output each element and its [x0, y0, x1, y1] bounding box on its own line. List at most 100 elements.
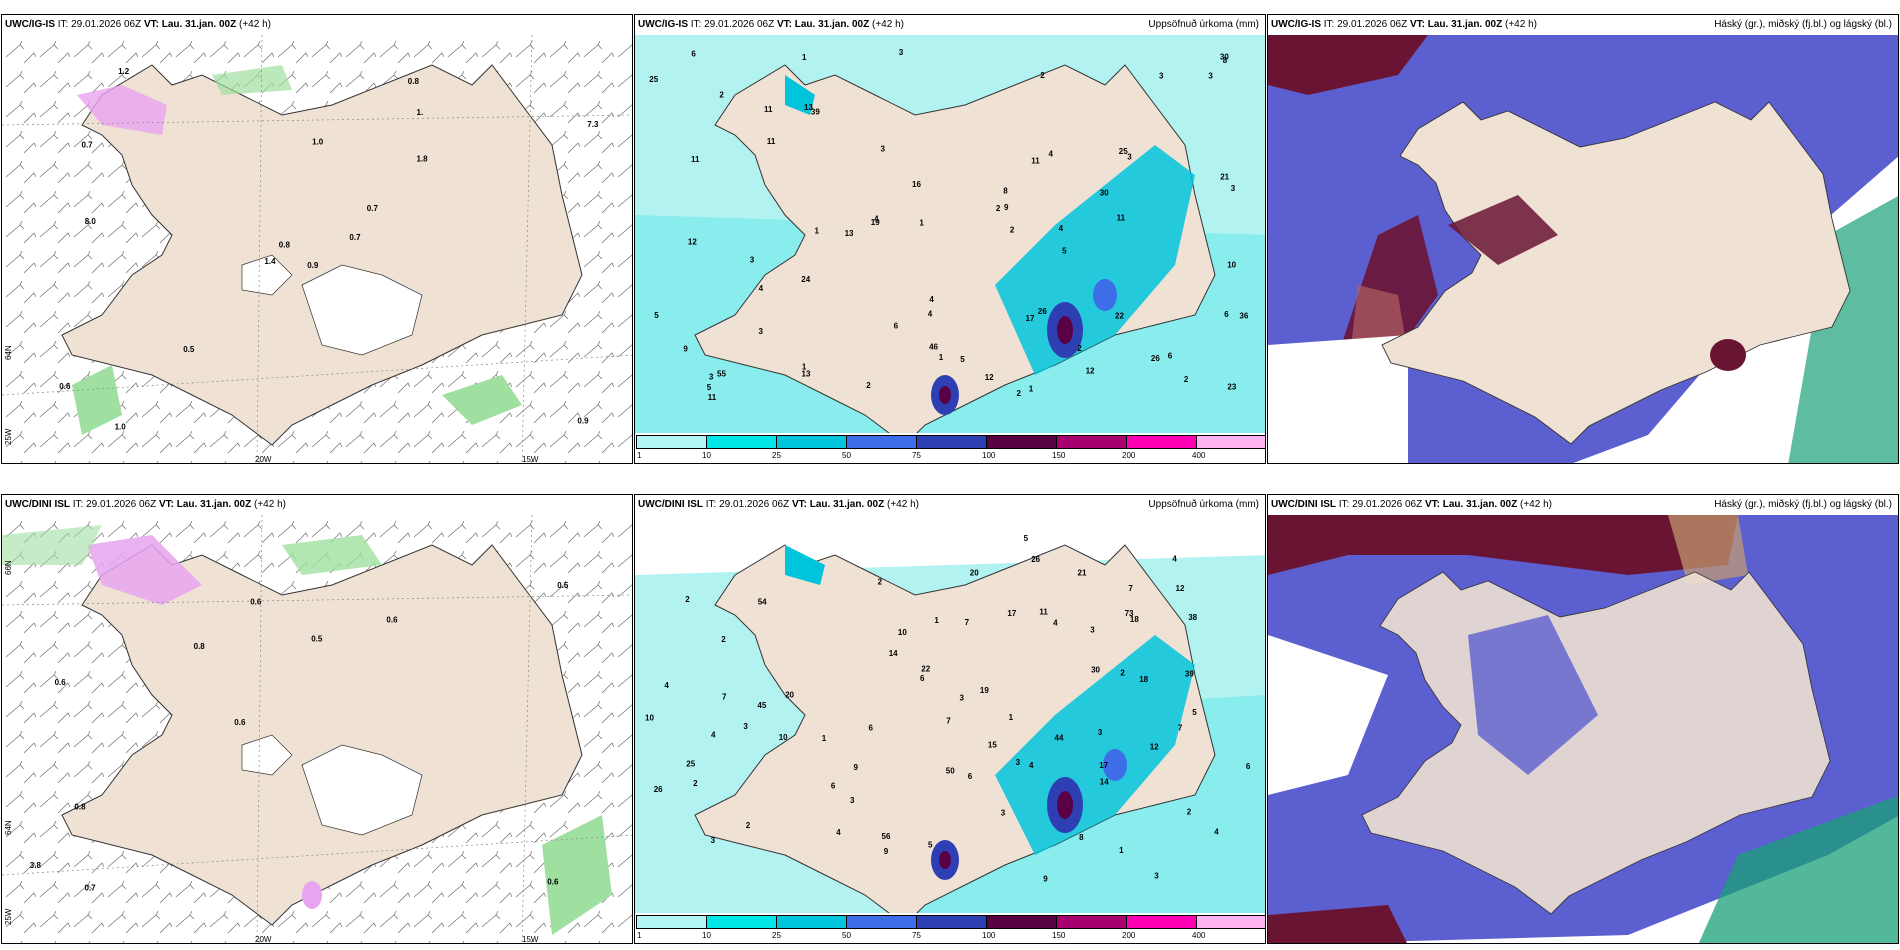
map-value-label: 2 [721, 635, 726, 644]
colorbar-tick: 200 [1122, 451, 1136, 460]
colorbar-swatch [846, 435, 917, 449]
map-value-label: 21 [1220, 172, 1229, 181]
map-value-label: 1 [934, 616, 939, 625]
map-value-label: 16 [912, 180, 921, 189]
map-value-label: 0.5 [311, 635, 323, 644]
panel-variable-label: Háský (gr.), miðský (fj.bl.) og lágský (… [1714, 499, 1892, 510]
map-value-label: 2 [1040, 71, 1045, 80]
map-value-label: 56 [882, 832, 891, 841]
map-value-label: 25 [1119, 147, 1128, 156]
map-value-label: 3 [1001, 808, 1006, 817]
axis-label-64n: 64N [4, 820, 13, 835]
map-value-label: 8.0 [85, 217, 97, 226]
colorbar-tick: 50 [842, 451, 851, 460]
map-value-label: 9 [884, 847, 889, 856]
map-value-label: 2 [1077, 344, 1082, 353]
colorbar-tick: 150 [1052, 931, 1066, 940]
map-value-label: 0.8 [74, 803, 86, 812]
panel-variable-label: Uppsöfnuð úrkoma (mm) [1148, 19, 1259, 30]
map-value-label: 0.8 [408, 77, 420, 86]
map-value-label: 7 [722, 692, 727, 701]
map-value-label: 11 [1039, 608, 1048, 617]
map-value-label: 54 [758, 597, 767, 606]
map-value-label: 4 [1049, 149, 1054, 158]
map-value-label: 12 [1150, 743, 1159, 752]
map-value-label: 20 [970, 568, 979, 577]
map-value-label: 9 [854, 763, 859, 772]
map-value-label: 2 [866, 381, 871, 390]
map-value-label: 36 [1239, 311, 1248, 320]
map-value-label: 22 [921, 664, 930, 673]
map-value-label: 13 [845, 229, 854, 238]
map-value-label: 0.6 [234, 718, 246, 727]
map-value-label: 44 [1055, 733, 1064, 742]
map-value-label: 12 [688, 237, 697, 246]
cloud-map [1268, 35, 1898, 463]
map-value-label: 38 [1188, 613, 1197, 622]
map-value-label: 0.7 [85, 884, 97, 893]
colorbar-swatch [706, 435, 777, 449]
map-value-label: 1.4 [264, 257, 276, 266]
map-value-label: 55 [717, 369, 726, 378]
map-value-label: 9 [1043, 875, 1048, 884]
colorbar-tick: 400 [1192, 451, 1206, 460]
map-value-label: 30 [1091, 665, 1100, 674]
panel-variable-label: Háský (gr.), miðský (fj.bl.) og lágský (… [1714, 19, 1892, 30]
colorbar-swatch [916, 915, 987, 929]
map-value-label: 11 [764, 105, 773, 114]
map-value-label: 2 [996, 204, 1001, 213]
map-value-label: 17 [1026, 314, 1035, 323]
map-value-label: 13 [804, 103, 813, 112]
map-value-label: 8 [1079, 833, 1084, 842]
panel-title: UWC/IG-IS IT: 29.01.2026 06Z VT: Lau. 31… [1271, 19, 1537, 30]
map-value-label: 45 [757, 701, 766, 710]
map-value-label: 0.6 [250, 597, 262, 606]
map-value-label: 20 [785, 690, 794, 699]
colorbar-swatch [1056, 435, 1127, 449]
map-value-label: 4 [711, 730, 716, 739]
colorbar-swatch [1126, 435, 1197, 449]
map-value-label: 26 [1151, 354, 1160, 363]
map-value-label: 0.5 [183, 345, 195, 354]
colorbar-tick: 50 [842, 931, 851, 940]
colorbar-swatch [986, 915, 1057, 929]
map-value-label: 9 [1004, 203, 1009, 212]
map-value-label: 0.7 [349, 233, 361, 242]
map-value-label: 5 [1062, 246, 1067, 255]
map-value-label: 19 [980, 686, 989, 695]
map-value-label: 23 [1227, 383, 1236, 392]
map-value-label: 4 [929, 295, 934, 304]
colorbar-tick: 200 [1122, 931, 1136, 940]
map-value-label: 11 [1031, 157, 1040, 166]
axis-label-15w: 15W [522, 935, 539, 944]
map-value-label: 1 [802, 53, 807, 62]
panel-title: UWC/IG-IS IT: 29.01.2026 06Z VT: Lau. 31… [638, 19, 904, 30]
axis-label-20w: 20W [255, 455, 272, 464]
map-value-label: 0.5 [557, 581, 569, 590]
map-value-label: 30 [1220, 52, 1229, 61]
map-value-label: 39 [811, 107, 820, 116]
map-value-label: 5 [960, 355, 965, 364]
axis-label-66n: 66N [4, 560, 13, 575]
colorbar-tick: 10 [702, 451, 711, 460]
map-value-label: 1 [822, 734, 827, 743]
map-value-label: 0.6 [59, 382, 71, 391]
map-value-label: 11 [691, 155, 700, 164]
panel-title: UWC/IG-IS IT: 29.01.2026 06Z VT: Lau. 31… [5, 19, 271, 30]
map-value-label: 5 [1024, 534, 1029, 543]
colorbar-swatch [1126, 915, 1197, 929]
map-value-label: 4 [759, 284, 764, 293]
panel-variable-label: Uppsöfnuð úrkoma (mm) [1148, 499, 1259, 510]
map-value-label: 0.7 [82, 141, 94, 150]
map-value-label: 0.8 [194, 642, 206, 651]
colorbar-tick: 1 [637, 931, 642, 940]
map-value-label: 6 [1168, 351, 1173, 360]
map-value-label: 26 [654, 785, 663, 794]
axis-label-15w: 15W [522, 455, 539, 464]
map-value-label: 2 [693, 779, 698, 788]
panel-cloud-row2: UWC/DINI ISL IT: 29.01.2026 06Z VT: Lau.… [1267, 494, 1899, 944]
map-value-label: 4 [836, 828, 841, 837]
map-value-label: 1 [919, 218, 924, 227]
axis-label-64n: 64N [4, 345, 13, 360]
map-value-label: 17 [1099, 761, 1108, 770]
